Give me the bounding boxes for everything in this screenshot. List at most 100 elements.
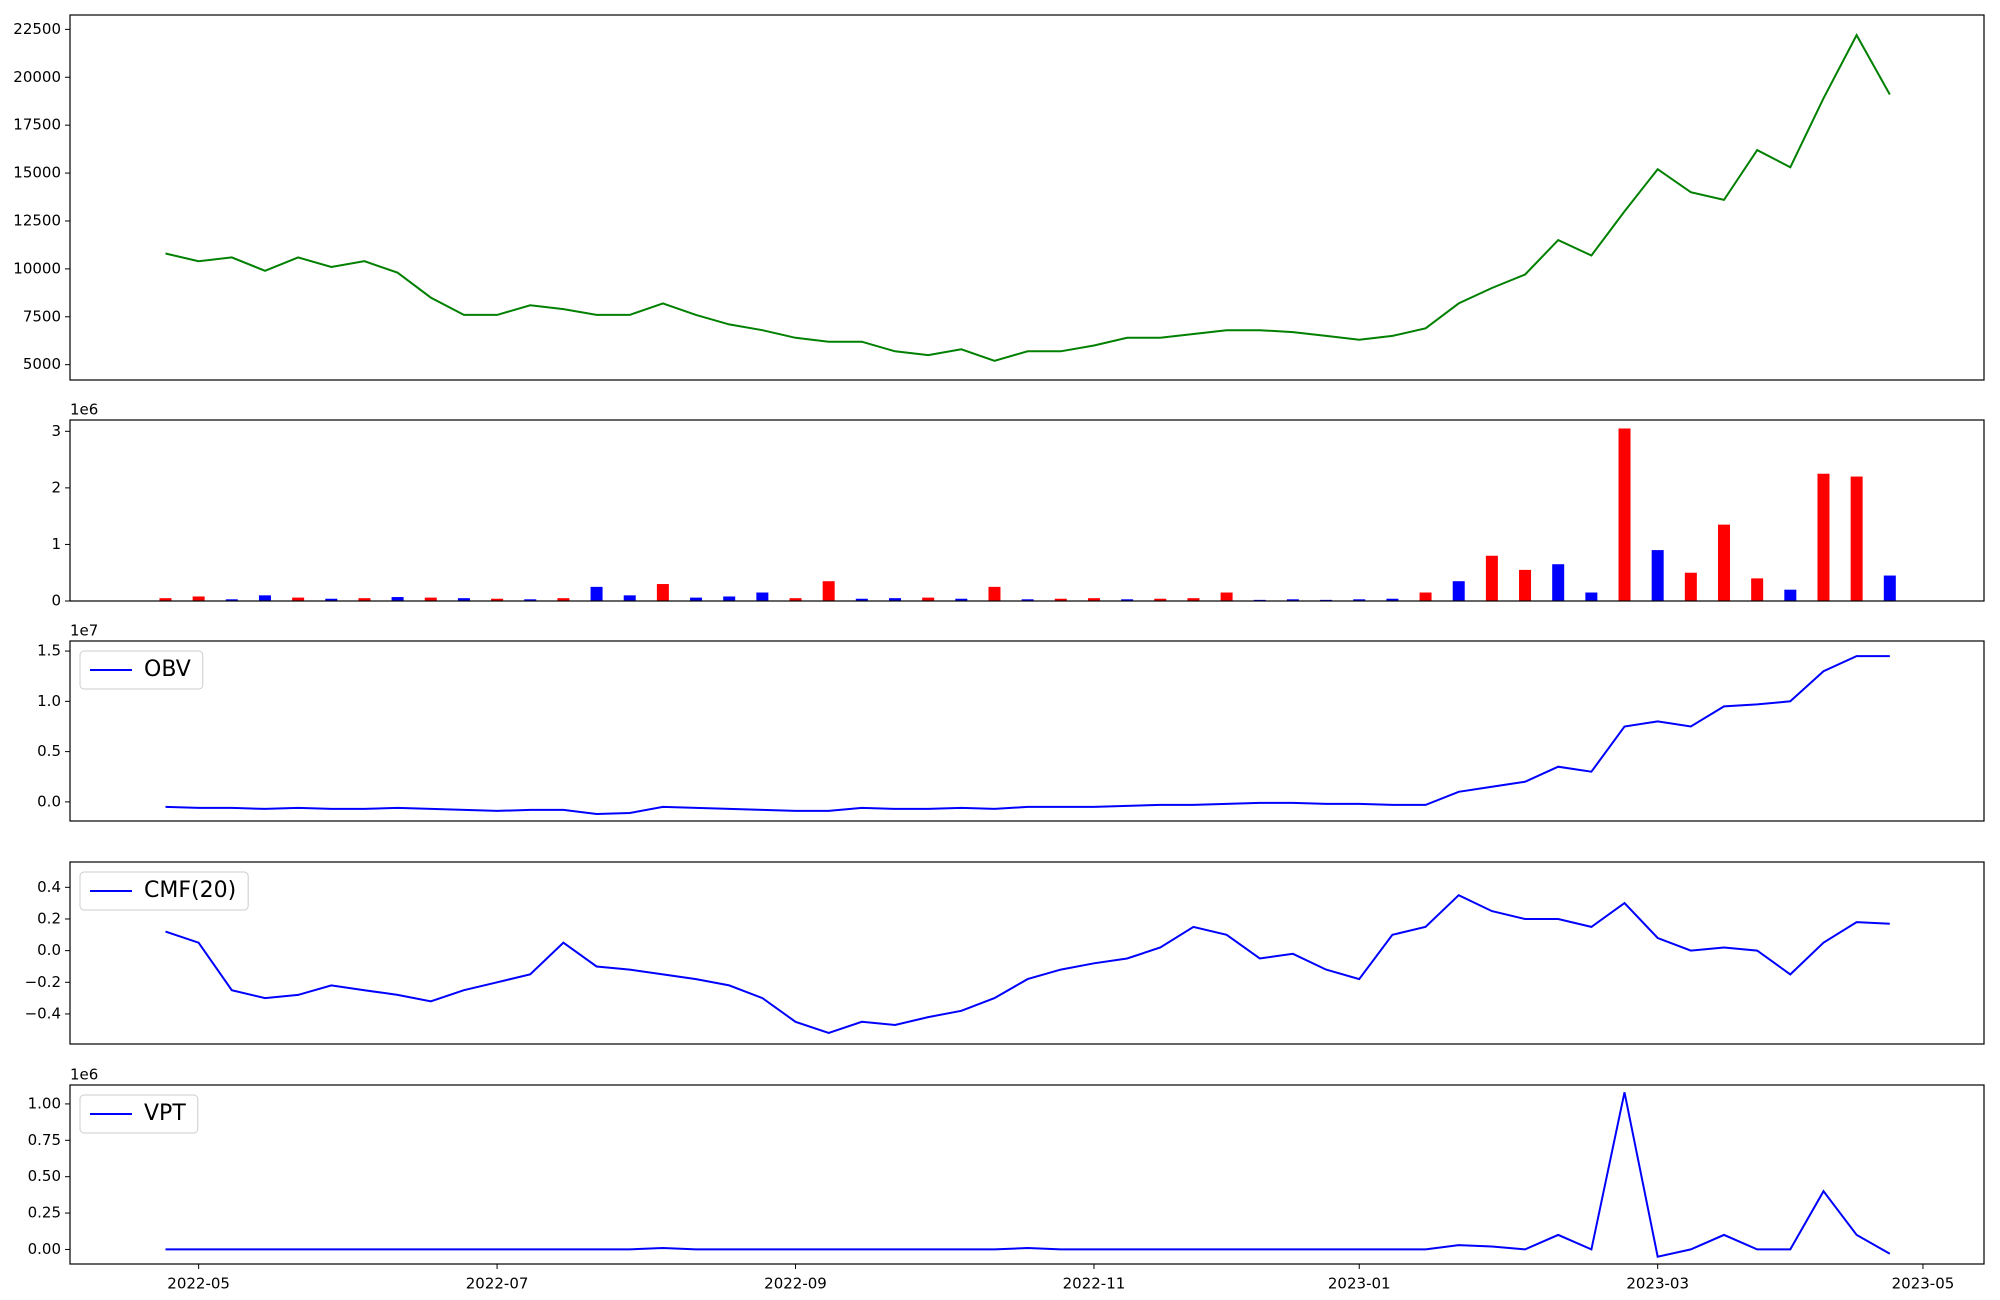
volume-bar (1220, 592, 1233, 601)
plot-frame (69, 14, 1985, 381)
volume-bar (756, 592, 769, 601)
x-tick-label: 2023-03 (1626, 1275, 1689, 1293)
legend-box (79, 650, 204, 690)
volume-bar (789, 598, 802, 601)
plot-frame (69, 640, 1985, 822)
data-line (165, 32, 1891, 362)
volume-bar (292, 597, 305, 601)
volume-bar (1419, 592, 1432, 601)
y-tick-label: 0.5 (37, 742, 61, 760)
y-tick-label: 0.0 (37, 792, 61, 810)
y-tick-label: 1.5 (37, 642, 61, 660)
volume-bar (988, 586, 1001, 601)
volume-bar (325, 598, 338, 601)
y-tick-label: 0.4 (37, 878, 61, 896)
y-tick-label: −0.4 (25, 1004, 61, 1022)
y-tick-label: 0.00 (28, 1240, 61, 1258)
plot-area (70, 15, 1984, 380)
volume-bar (457, 598, 470, 601)
volume-bar (1121, 599, 1134, 601)
x-tick-label: 2022-07 (466, 1275, 529, 1293)
volume-bar (557, 598, 570, 601)
y-tick-label: 0.25 (28, 1204, 61, 1222)
volume-bar (1353, 599, 1366, 601)
volume-bar (192, 596, 205, 601)
y-tick-label: 1.0 (37, 692, 61, 710)
x-tick-label: 2022-05 (167, 1275, 230, 1293)
data-line (165, 893, 1890, 1034)
volume-bar (1187, 598, 1200, 601)
volume-bar (524, 599, 537, 601)
axis-offset-label: 1e6 (70, 1066, 98, 1084)
volume-bar (1684, 572, 1697, 601)
y-tick-label: 1 (51, 535, 61, 553)
data-line (165, 655, 1890, 816)
y-tick-label: 1.00 (28, 1094, 61, 1112)
y-tick-label: 5000 (23, 355, 61, 373)
volume-bar (1883, 575, 1896, 601)
y-tick-label: 0.75 (28, 1131, 61, 1149)
volume-bar (491, 598, 504, 601)
y-tick-label: 15000 (13, 164, 61, 182)
legend-label: OBV (144, 657, 191, 682)
volume-bar (1485, 555, 1498, 601)
y-tick-label: 0 (51, 592, 61, 610)
volume-bar (922, 597, 935, 601)
y-tick-label: 17500 (13, 116, 61, 134)
y-tick-label: 0.0 (37, 941, 61, 959)
legend-box (79, 1094, 199, 1134)
plot-area (70, 862, 1984, 1044)
volume-bar (1618, 428, 1631, 601)
legend-label: CMF(20) (144, 878, 236, 903)
volume-bar (1021, 599, 1034, 601)
legend-label: VPT (144, 1101, 186, 1126)
volume-bar (391, 597, 404, 601)
volume-bar (656, 584, 669, 601)
x-tick-label: 2023-01 (1328, 1275, 1391, 1293)
data-line (165, 1092, 1891, 1258)
volume-bar (623, 595, 636, 601)
volume-bar (1784, 589, 1797, 601)
volume-bar (1585, 592, 1598, 601)
volume-bar (1552, 564, 1565, 601)
plot-frame (69, 1084, 1985, 1265)
plot-frame (69, 419, 1985, 602)
y-tick-label: −0.2 (25, 973, 61, 991)
volume-bar (1751, 578, 1764, 601)
volume-bar (358, 598, 371, 601)
y-tick-label: 10000 (13, 259, 61, 277)
volume-bar (258, 595, 271, 601)
volume-bar (1519, 569, 1532, 601)
y-tick-label: 22500 (13, 20, 61, 38)
volume-bar (822, 581, 835, 601)
legend-box (79, 871, 249, 911)
plot-area (70, 641, 1984, 821)
volume-bar (723, 596, 736, 601)
volume-bar (424, 597, 437, 601)
plot-area (70, 1085, 1984, 1264)
volume-bar (225, 599, 238, 601)
axis-offset-label: 1e6 (70, 401, 98, 419)
axis-offset-label: 1e7 (70, 622, 98, 640)
legend: CMF(20) (79, 871, 249, 911)
legend: OBV (79, 650, 204, 690)
y-tick-label: 0.50 (28, 1167, 61, 1185)
volume-bar (159, 598, 172, 601)
volume-bar (1154, 598, 1167, 601)
volume-bar (1286, 599, 1299, 601)
volume-bar (1651, 550, 1664, 601)
x-tick-label: 2023-05 (1892, 1275, 1955, 1293)
volume-bar (1054, 598, 1067, 601)
volume-bar (1452, 581, 1465, 601)
y-tick-label: 7500 (23, 307, 61, 325)
volume-bar (1850, 476, 1863, 601)
volume-bar (590, 586, 603, 601)
y-tick-label: 3 (51, 422, 61, 440)
volume-bar (855, 598, 868, 601)
x-tick-label: 2022-11 (1063, 1275, 1126, 1293)
plot-area (70, 420, 1984, 601)
volume-bar (955, 598, 968, 601)
x-tick-label: 2022-09 (764, 1275, 827, 1293)
volume-bar (1817, 473, 1830, 601)
